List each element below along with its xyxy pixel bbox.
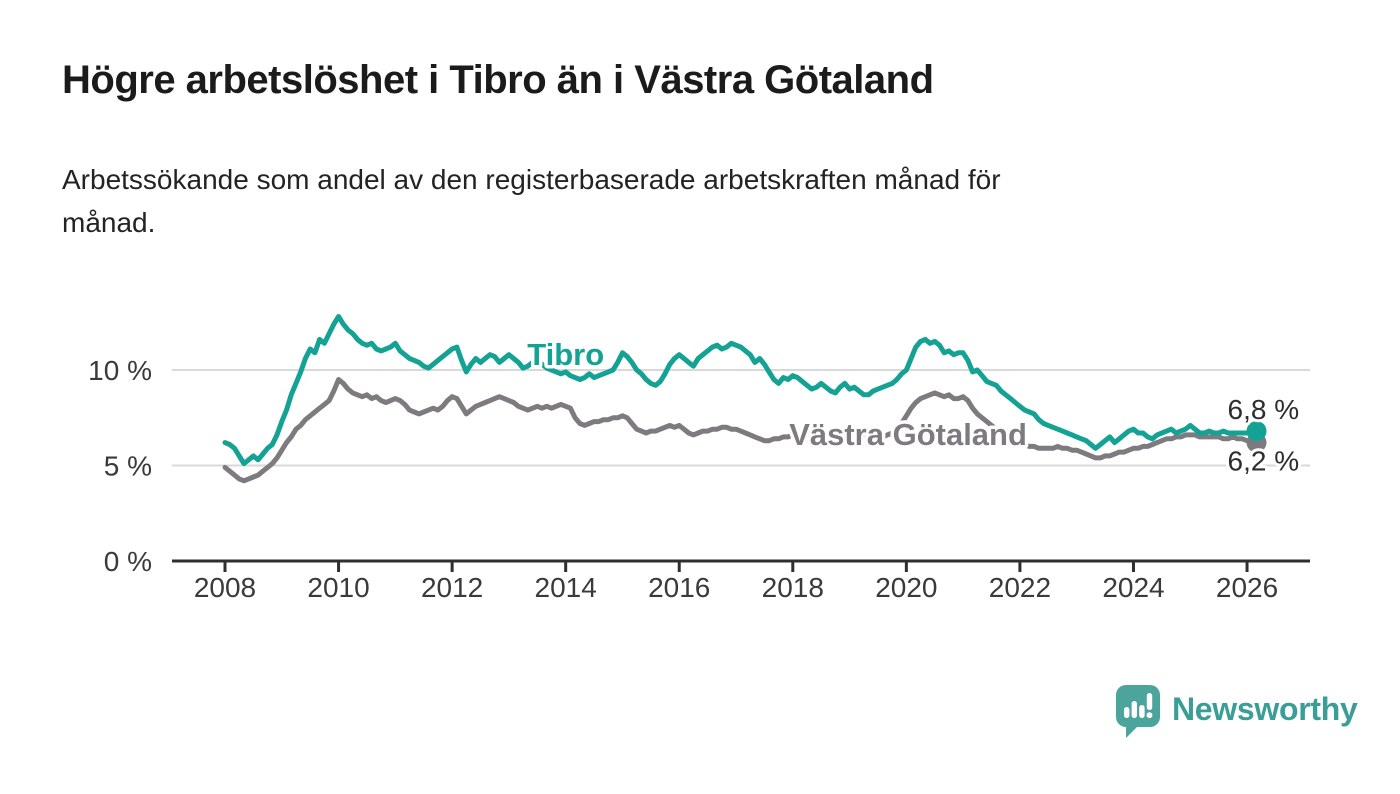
x-axis-tick-label: 2018 xyxy=(762,572,824,603)
subtitle-line-1: Arbetssökande som andel av den registerb… xyxy=(62,164,1001,195)
x-axis-tick-label: 2012 xyxy=(421,572,483,603)
x-axis-tick-label: 2024 xyxy=(1102,572,1164,603)
y-axis-tick-label: 10 % xyxy=(88,355,152,386)
newsworthy-wordmark: Newsworthy xyxy=(1172,690,1358,727)
x-axis-tick-label: 2020 xyxy=(875,572,937,603)
x-axis-tick-label: 2008 xyxy=(194,572,256,603)
end-dot-tibro xyxy=(1246,421,1267,442)
end-value-label-tibro: 6,8 % xyxy=(1228,394,1300,425)
page-title: Högre arbetslöshet i Tibro än i Västra G… xyxy=(62,58,934,102)
x-axis-tick-label: 2016 xyxy=(648,572,710,603)
series-label-tibro: Tibro xyxy=(527,337,604,372)
newsworthy-logo: Newsworthy xyxy=(1115,684,1358,740)
end-value-label-v-stra-g-taland: 6,2 % xyxy=(1228,446,1300,477)
x-axis-tick-label: 2022 xyxy=(989,572,1051,603)
chart-subtitle: Arbetssökande som andel av den registerb… xyxy=(62,158,1001,244)
newsworthy-icon xyxy=(1116,685,1160,738)
x-axis-tick-label: 2026 xyxy=(1216,572,1278,603)
series-line-v-stra-g-taland xyxy=(222,377,1259,484)
series-line-tibro xyxy=(222,314,1259,467)
y-axis-tick-label: 5 % xyxy=(104,451,152,482)
x-axis-tick-label: 2014 xyxy=(535,572,597,603)
subtitle-line-2: månad. xyxy=(62,207,156,238)
x-axis-tick-label: 2010 xyxy=(307,572,369,603)
y-axis-tick-label: 0 % xyxy=(104,546,152,577)
series-label-v-stra-g-taland: Västra Götaland xyxy=(789,417,1027,452)
